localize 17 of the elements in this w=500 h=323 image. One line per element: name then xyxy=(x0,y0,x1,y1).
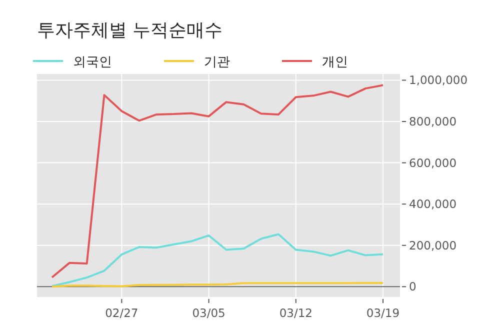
legend-item: 기관 xyxy=(164,55,230,70)
legend-label: 외국인 xyxy=(73,55,112,70)
x-tick-label: 03/19 xyxy=(366,306,400,320)
y-tick-label: 0 xyxy=(409,280,416,294)
y-tick-label: 800,000 xyxy=(409,114,457,128)
legend-label: 기관 xyxy=(204,55,230,70)
y-tick-label: 200,000 xyxy=(409,238,457,252)
chart-title: 투자주체별 누적순매수 xyxy=(37,20,223,41)
x-tick-label: 03/12 xyxy=(279,306,312,320)
x-tick-label: 02/27 xyxy=(105,306,138,320)
legend-item: 외국인 xyxy=(33,55,112,70)
x-tick-label: 03/05 xyxy=(192,306,226,320)
y-tick-label: 600,000 xyxy=(409,156,457,170)
y-tick-label: 1,000,000 xyxy=(409,73,468,88)
y-tick-label: 400,000 xyxy=(409,197,457,212)
legend-label: 개인 xyxy=(322,55,348,70)
legend-item: 개인 xyxy=(282,55,348,70)
